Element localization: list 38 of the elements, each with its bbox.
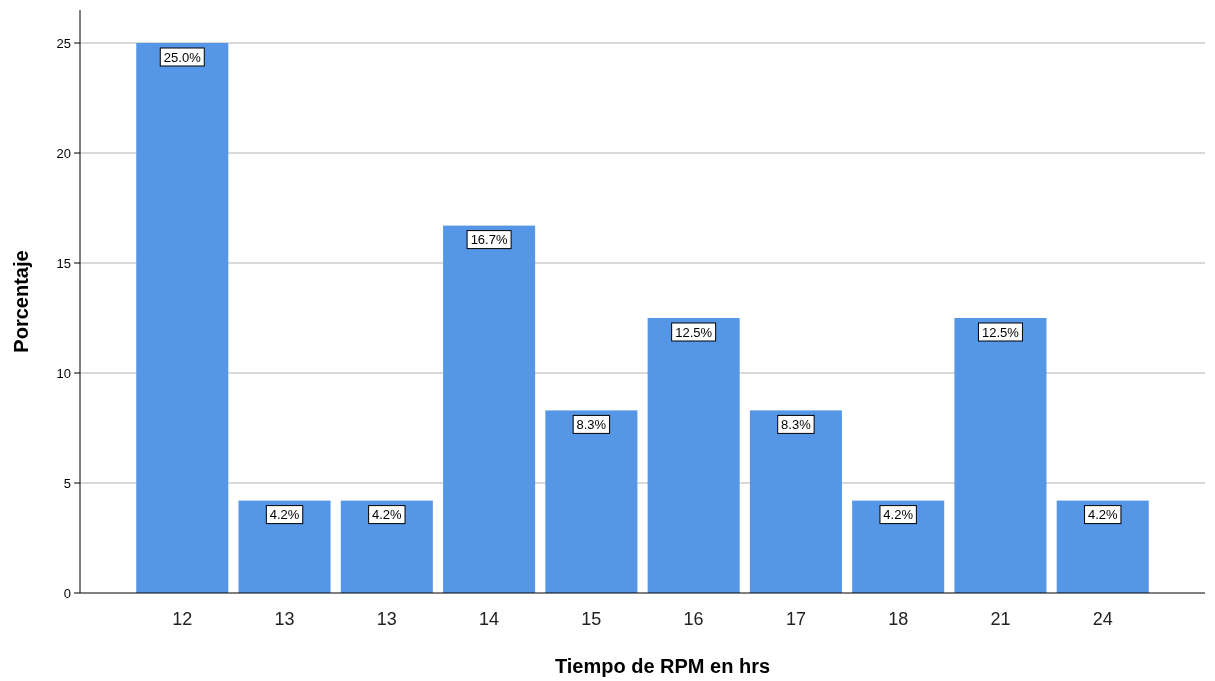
x-tick-label: 14	[479, 609, 500, 629]
x-tick-label: 12	[172, 609, 193, 629]
bar	[852, 500, 945, 593]
x-tick-label: 18	[888, 609, 909, 629]
x-tick-label: 13	[376, 609, 397, 629]
data-label: 8.3%	[576, 416, 607, 432]
bar	[954, 318, 1047, 593]
data-label: 4.2%	[269, 507, 300, 523]
y-tick-label: 25	[56, 35, 71, 51]
x-tick-label: 16	[683, 609, 704, 629]
x-axis-title: Tiempo de RPM en hrs	[554, 655, 771, 677]
bar	[545, 410, 638, 593]
bar	[136, 43, 229, 593]
y-tick-label: 0	[63, 585, 71, 601]
bar	[443, 225, 536, 593]
y-axis-title: Porcentaje	[10, 250, 32, 353]
y-tick-label: 15	[56, 255, 71, 271]
data-label: 8.3%	[781, 416, 812, 432]
data-label: 16.7%	[470, 232, 508, 248]
bar	[238, 500, 331, 593]
x-tick-label: 24	[1092, 609, 1113, 629]
data-label: 4.2%	[1087, 507, 1118, 523]
bar	[1056, 500, 1149, 593]
x-tick-label: 17	[785, 609, 806, 629]
data-label: 12.5%	[982, 324, 1020, 340]
data-label: 12.5%	[675, 324, 713, 340]
y-tick-label: 20	[56, 145, 71, 161]
bar	[749, 410, 842, 593]
x-tick-label: 13	[274, 609, 295, 629]
y-tick-label: 5	[63, 475, 71, 491]
x-tick-label: 15	[581, 609, 602, 629]
y-tick-label: 10	[56, 365, 71, 381]
data-label: 4.2%	[883, 507, 914, 523]
bar	[340, 500, 433, 593]
data-label: 4.2%	[372, 507, 403, 523]
data-label: 25.0%	[163, 49, 202, 65]
bar	[647, 318, 740, 593]
x-tick-label: 21	[990, 609, 1011, 629]
